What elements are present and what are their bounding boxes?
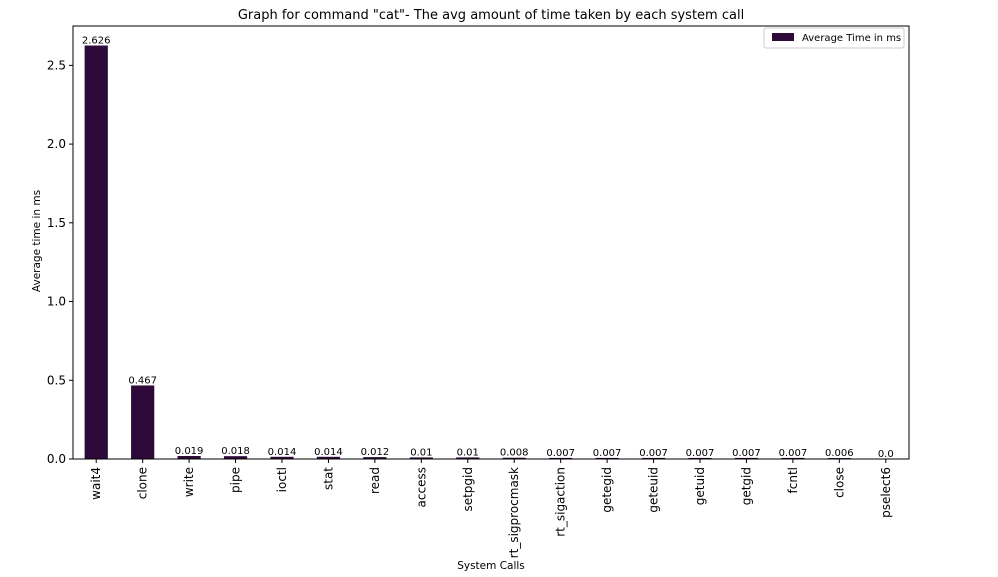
x-axis: wait4 clone write pipe ioctl stat read access se…	[89, 459, 893, 558]
bar	[734, 457, 759, 459]
bar-value-label: 2.626	[82, 36, 111, 47]
bar-value-label: 0.0	[878, 449, 894, 460]
legend-label: Average Time in ms	[802, 33, 901, 44]
bar-value-label: 0.019	[175, 446, 204, 457]
bar-value-label: 0.007	[546, 448, 575, 459]
bar	[688, 457, 712, 459]
bar	[223, 456, 248, 459]
x-tick-label: geteuid	[647, 467, 661, 513]
bar	[456, 457, 480, 459]
x-tick-label: getegid	[600, 467, 614, 513]
y-tick-label: 1.0	[47, 295, 66, 309]
x-tick-label: ioctl	[275, 467, 289, 492]
legend: Average Time in ms	[763, 27, 905, 49]
bar-value-label: 0.007	[779, 448, 808, 459]
bar-value-label: 0.006	[825, 448, 854, 459]
bar-value-label: 0.007	[639, 448, 668, 459]
y-tick-label: 2.0	[47, 137, 66, 151]
y-tick-label: 2.5	[47, 58, 66, 72]
bar	[363, 457, 387, 459]
x-tick-label: wait4	[89, 467, 103, 500]
bar-value-label: 0.007	[732, 448, 761, 459]
bar	[641, 457, 666, 459]
x-tick-label: getgid	[739, 467, 753, 505]
x-tick-label: write	[182, 467, 196, 497]
bar-value-label: 0.014	[314, 447, 343, 458]
x-tick-label: pselect6	[879, 467, 893, 518]
bar	[84, 45, 108, 460]
legend-box	[763, 27, 905, 49]
bar	[177, 456, 201, 459]
y-axis-label: Average time in ms	[31, 190, 43, 292]
bar	[316, 456, 341, 459]
x-tick-label: clone	[136, 467, 150, 499]
x-tick-label: pipe	[229, 467, 243, 493]
x-tick-label: setpgid	[461, 467, 475, 512]
x-tick-label: fcntl	[786, 467, 800, 493]
legend-swatch	[772, 33, 794, 41]
bar	[270, 456, 294, 459]
plot-frame	[72, 25, 910, 460]
bar-labels-group: 2.626 0.467 0.019 0.018 0.014 0.014 0.012 0.01 0…	[82, 36, 894, 460]
bar	[595, 457, 619, 459]
bar-value-label: 0.01	[457, 447, 479, 458]
chart-title: Graph for command "cat"- The avg amount …	[238, 8, 744, 23]
x-tick-label: rt_sigaction	[554, 467, 568, 537]
bar-value-label: 0.01	[410, 447, 432, 458]
bar-value-label: 0.007	[686, 448, 715, 459]
x-tick-label: close	[832, 467, 846, 498]
bar	[131, 385, 155, 459]
x-tick-label: read	[368, 467, 382, 494]
bar-value-label: 0.467	[128, 375, 157, 386]
bar-value-label: 0.018	[221, 446, 250, 457]
bar-value-label: 0.007	[593, 448, 622, 459]
bar-value-label: 0.014	[268, 447, 297, 458]
bar	[781, 457, 805, 459]
x-tick-label: access	[414, 467, 428, 507]
bar-value-label: 0.012	[361, 447, 390, 458]
x-tick-label: getuid	[693, 467, 707, 505]
y-tick-label: 1.5	[47, 216, 66, 230]
x-tick-label: stat	[321, 467, 335, 490]
bar	[549, 457, 573, 459]
bar-value-label: 0.008	[500, 448, 529, 459]
bars-group	[84, 45, 851, 460]
y-axis: 0.0 0.5 1.0 1.5 2.0 2.5	[47, 58, 73, 466]
bar	[502, 457, 526, 459]
y-tick-label: 0.0	[47, 452, 66, 466]
x-axis-label: System Calls	[457, 560, 525, 572]
bar	[409, 457, 433, 459]
x-tick-label: rt_sigprocmask	[507, 467, 521, 558]
y-tick-label: 0.5	[47, 373, 66, 387]
